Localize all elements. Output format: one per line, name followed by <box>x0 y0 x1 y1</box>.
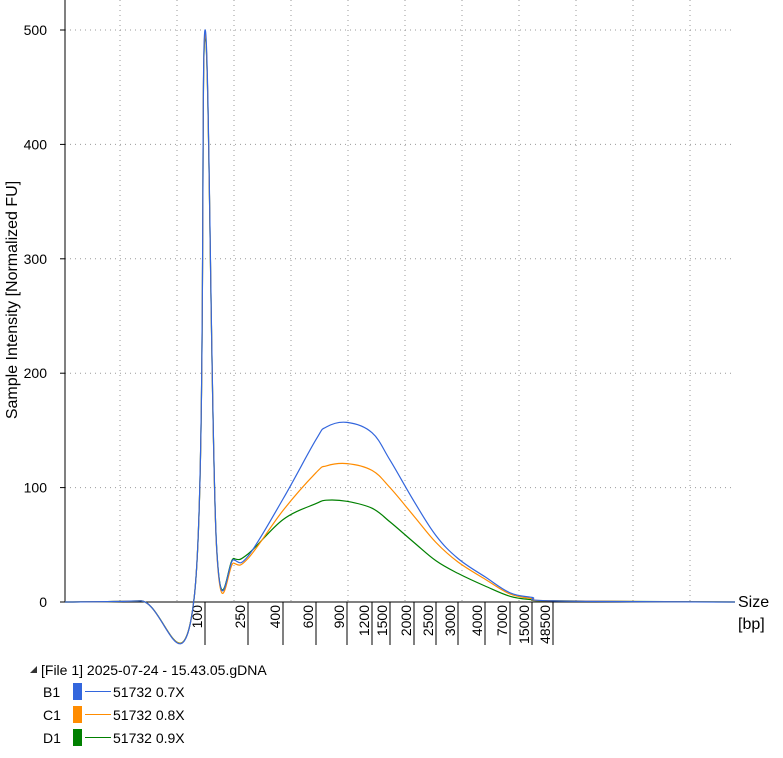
x-tick-label: 1500 <box>374 605 390 636</box>
x-tick-label: 400 <box>267 605 283 629</box>
x-tick-label: 2500 <box>420 605 436 636</box>
legend-well: C1 <box>43 706 61 723</box>
legend: [File 1] 2025-07-24 - 15.43.05.gDNA B1 5… <box>30 660 267 749</box>
series-line-C1 <box>64 33 736 644</box>
legend-item[interactable]: C1 51732 0.8X <box>43 703 267 726</box>
legend-label: 51732 0.8X <box>113 706 185 723</box>
y-tick-label: 500 <box>24 22 48 38</box>
y-tick-label: 200 <box>24 365 48 381</box>
x-tick-label: 900 <box>331 605 347 629</box>
x-tick-label: 7000 <box>494 605 510 636</box>
electropherogram-chart: 0 100 200 300 400 500 Sample Intensity [Normal… <box>4 0 769 645</box>
legend-label: 51732 0.9X <box>113 729 185 746</box>
x-tick-label: 2000 <box>398 605 414 636</box>
legend-color-swatch <box>73 683 82 700</box>
x-tick-label: 15000 <box>516 605 532 644</box>
legend-line-icon <box>85 691 111 692</box>
series-line-B1 <box>64 29 736 645</box>
legend-well: B1 <box>43 683 61 700</box>
y-tick-label: 300 <box>24 251 48 267</box>
collapse-triangle-icon[interactable] <box>30 665 37 673</box>
x-axis-title: Size <box>738 594 769 611</box>
legend-well: D1 <box>43 729 61 746</box>
y-tick-label: 400 <box>24 136 48 152</box>
legend-color-swatch <box>73 706 82 723</box>
x-tick-label: 4000 <box>469 605 485 636</box>
x-tick-label: 250 <box>232 605 248 629</box>
legend-line-icon <box>85 737 111 738</box>
x-tick-label: 600 <box>300 605 316 629</box>
y-tick-label: 0 <box>39 594 47 610</box>
x-tick-label: 48500 <box>537 605 553 644</box>
legend-item[interactable]: B1 51732 0.7X <box>43 680 267 703</box>
y-tick-label: 100 <box>24 480 48 496</box>
series-line-D1 <box>64 36 736 644</box>
legend-color-swatch <box>73 729 82 746</box>
legend-file-group[interactable]: [File 1] 2025-07-24 - 15.43.05.gDNA <box>30 660 267 680</box>
legend-file-label: [File 1] 2025-07-24 - 15.43.05.gDNA <box>41 662 267 678</box>
x-tick-label: 3000 <box>442 605 458 636</box>
legend-label: 51732 0.7X <box>113 683 185 700</box>
y-axis-title: Sample Intensity [Normalized FU] <box>4 181 21 419</box>
x-tick-label: 1200 <box>356 605 372 636</box>
legend-line-icon <box>85 714 111 715</box>
legend-item[interactable]: D1 51732 0.9X <box>43 726 267 749</box>
x-axis-unit: [bp] <box>738 616 765 633</box>
